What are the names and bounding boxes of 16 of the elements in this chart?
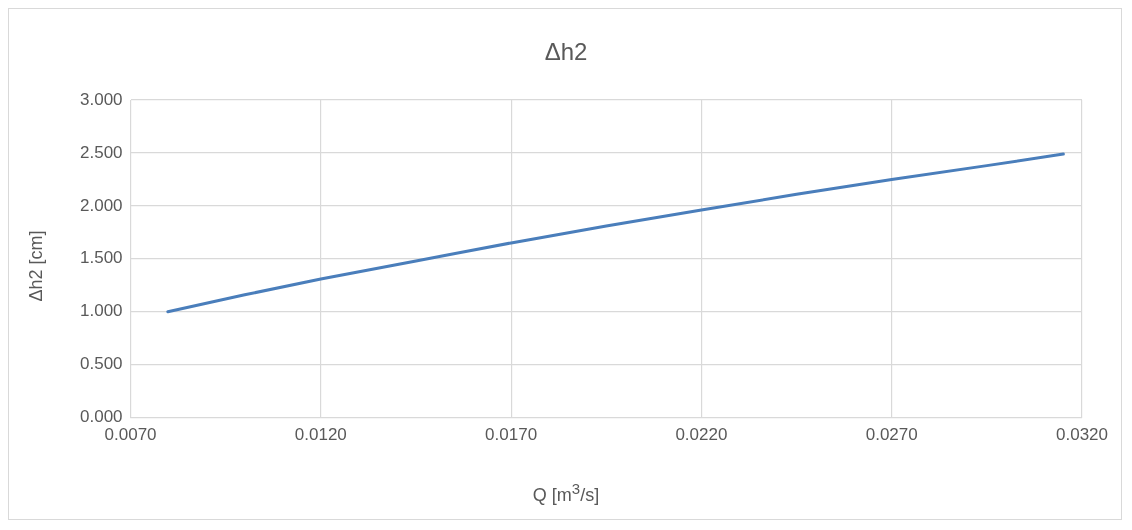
y-tick-label: 1.500 [79, 248, 123, 268]
x-tick-label: 0.0270 [865, 425, 918, 445]
y-tick-label: 2.000 [79, 195, 123, 215]
x-tick-label: 0.0320 [1056, 425, 1108, 445]
y-tick-label: 3.000 [79, 89, 123, 109]
x-tick-label: 0.0120 [294, 425, 347, 445]
x-tick-label: 0.0170 [485, 425, 538, 445]
chart-title: Δh2 [543, 38, 589, 66]
y-axis-title: Δh2 [cm] [25, 230, 47, 302]
x-tick-label: 0.0220 [675, 425, 728, 445]
y-tick-label: 2.500 [79, 142, 123, 162]
x-tick-label: 0.0070 [104, 425, 157, 445]
y-tick-label: 0.000 [79, 407, 123, 427]
y-tick-label: 0.500 [79, 354, 123, 374]
x-axis-title: Q [m$^{3}$/s] [531, 480, 601, 506]
y-tick-label: 1.000 [79, 301, 123, 321]
